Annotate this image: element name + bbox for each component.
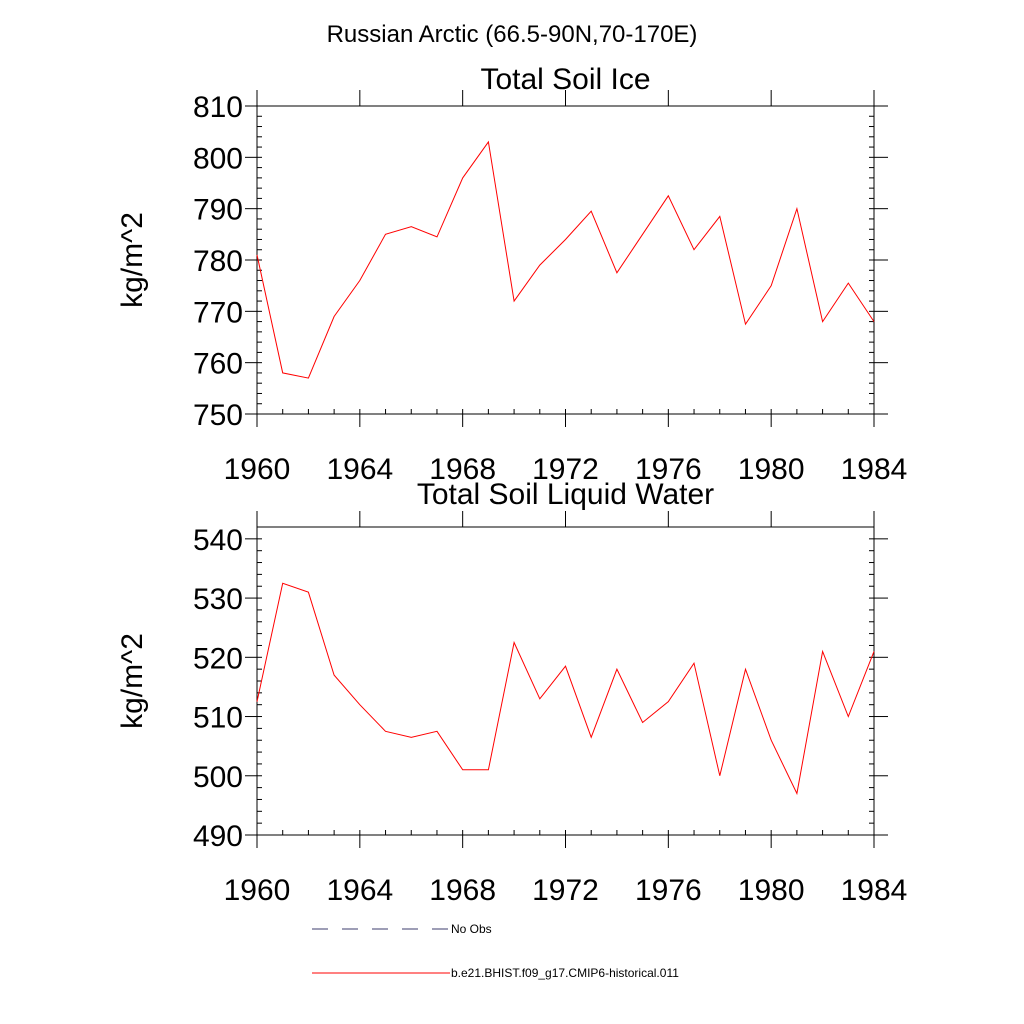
x-tick-label: 1984	[841, 453, 908, 486]
chart-panel-1: Total Soil Ice75076077078079080081019601…	[116, 63, 907, 486]
x-tick-label: 1964	[326, 874, 393, 907]
figure-title: Russian Arctic (66.5-90N,70-170E)	[327, 21, 698, 48]
y-tick-label: 500	[193, 761, 243, 794]
x-tick-label: 1964	[326, 453, 393, 486]
x-tick-label: 1980	[738, 874, 805, 907]
y-tick-label: 810	[193, 91, 243, 124]
chart-panels: Total Soil Ice75076077078079080081019601…	[116, 63, 907, 907]
series-line	[257, 583, 874, 793]
y-tick-label: 510	[193, 702, 243, 735]
x-tick-label: 1984	[841, 874, 908, 907]
legend-entry-1: No Obs	[312, 922, 492, 936]
plot-frame	[257, 527, 874, 835]
y-axis-label: kg/m^2	[116, 212, 149, 308]
plot-frame	[257, 106, 874, 414]
x-tick-label: 1976	[635, 874, 702, 907]
x-tick-label: 1960	[224, 874, 291, 907]
legend-label: No Obs	[451, 922, 492, 936]
y-axis-label: kg/m^2	[116, 633, 149, 729]
legend-entry-2: b.e21.BHIST.f09_g17.CMIP6-historical.011	[312, 966, 679, 980]
y-tick-label: 540	[193, 524, 243, 557]
y-tick-label: 520	[193, 642, 243, 675]
series-line	[257, 142, 874, 378]
chart-panel-2: Total Soil Liquid Water 490 500 510 520 530 54…	[116, 478, 907, 907]
panel-title: Total Soil Liquid Water	[417, 478, 714, 511]
y-tick-label: 530	[193, 583, 243, 616]
x-tick-label: 1960	[224, 453, 291, 486]
x-tick-label: 1968	[429, 874, 496, 907]
y-tick-label: 780	[193, 245, 243, 278]
x-tick-label: 1980	[738, 453, 805, 486]
legend: No Obs b.e21.BHIST.f09_g17.CMIP6-historic…	[312, 922, 679, 980]
y-tick-label: 790	[193, 194, 243, 227]
y-tick-label: 770	[193, 296, 243, 329]
y-tick-label: 750	[193, 399, 243, 432]
y-tick-label: 800	[193, 142, 243, 175]
y-tick-label: 760	[193, 348, 243, 381]
legend-label: b.e21.BHIST.f09_g17.CMIP6-historical.011	[451, 966, 679, 980]
y-tick-label: 490	[193, 820, 243, 853]
x-tick-label: 1972	[532, 874, 599, 907]
